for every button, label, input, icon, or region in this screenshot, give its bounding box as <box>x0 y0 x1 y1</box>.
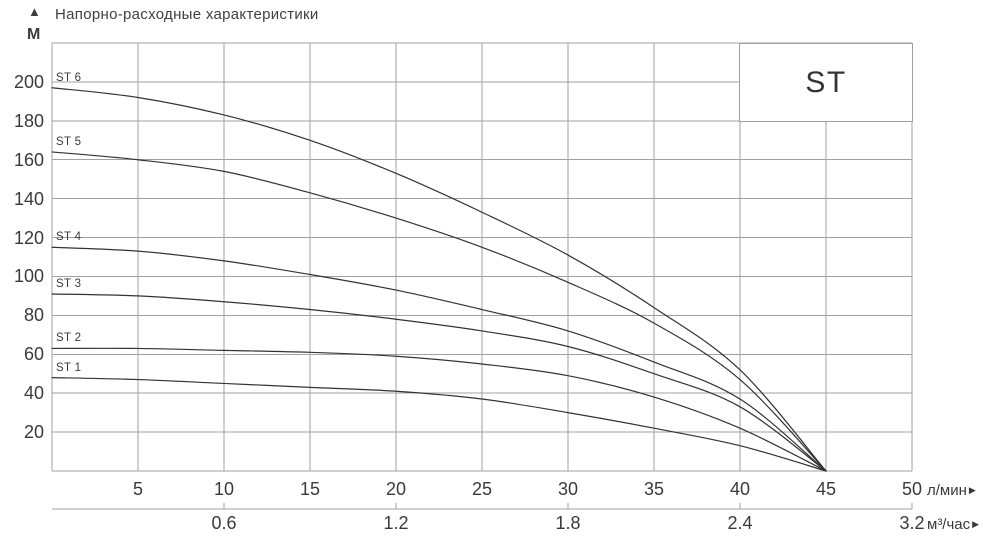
secondary-x-tick-label: 2.4 <box>727 513 753 533</box>
curve-label-st4: ST 4 <box>56 231 82 244</box>
x-axis-unit-label: л/мин ▶ <box>927 479 976 502</box>
x-tick-label: 40 <box>729 479 751 499</box>
x-tick-label: 50 <box>901 479 923 499</box>
x-axis-unit-text: л/мин <box>927 482 967 499</box>
y-tick-label: 180 <box>13 110 44 131</box>
secondary-x-axis <box>52 503 913 510</box>
y-tick-label: 140 <box>13 188 44 209</box>
secondary-x-tick-label: 1.8 <box>555 513 581 533</box>
curve-label-st5: ST 5 <box>56 135 82 148</box>
pump-curve-st6 <box>51 87 827 472</box>
y-tick-label: 80 <box>23 305 44 326</box>
curve-label-st1: ST 1 <box>56 361 82 374</box>
y-tick-label: 200 <box>13 71 44 92</box>
chart-title: Напорно-расходные характеристики <box>55 6 319 23</box>
x-tick-label: 5 <box>132 479 143 499</box>
x-tick-label: 30 <box>557 479 579 499</box>
x-tick-label: 10 <box>213 479 235 499</box>
pump-curve-st1 <box>51 377 827 472</box>
x-tick-label: 35 <box>643 479 665 499</box>
secondary-x-tick-label: 1.2 <box>383 513 409 533</box>
curve-label-st2: ST 2 <box>56 332 82 345</box>
y-tick-label: 100 <box>13 266 44 287</box>
y-tick-label: 20 <box>23 422 44 443</box>
x-tick-label: 45 <box>815 479 837 499</box>
series-family-badge: ST <box>739 43 913 122</box>
y-tick-label: 40 <box>23 383 44 404</box>
x-tick-label: 25 <box>471 479 493 499</box>
pump-curve-st4 <box>51 246 827 472</box>
secondary-x-axis-unit-text: м³/час <box>927 516 971 533</box>
y-axis-up-arrow-icon: ▲ <box>28 4 41 19</box>
series-family-badge-label: ST <box>805 65 847 99</box>
curve-label-st6: ST 6 <box>56 71 82 84</box>
secondary-x-tick-label: 0.6 <box>211 513 237 533</box>
secondary-x-tick-label: 3.2 <box>899 513 925 533</box>
right-arrow-icon: ▶ <box>972 519 980 529</box>
pump-curve-st3 <box>51 293 827 472</box>
pump-curve-st2 <box>51 347 827 472</box>
pump-curves <box>51 87 827 472</box>
pump-curve-st5 <box>51 151 827 472</box>
y-axis-unit-label: М <box>27 26 41 43</box>
secondary-x-axis-unit-label: м³/час ▶ <box>927 513 979 536</box>
y-tick-label: 120 <box>13 227 44 248</box>
curve-label-st3: ST 3 <box>56 277 82 290</box>
y-tick-label: 60 <box>23 344 44 365</box>
right-arrow-icon: ▶ <box>968 485 976 495</box>
x-tick-label: 15 <box>299 479 321 499</box>
y-tick-label: 160 <box>13 149 44 170</box>
x-tick-label: 20 <box>385 479 407 499</box>
